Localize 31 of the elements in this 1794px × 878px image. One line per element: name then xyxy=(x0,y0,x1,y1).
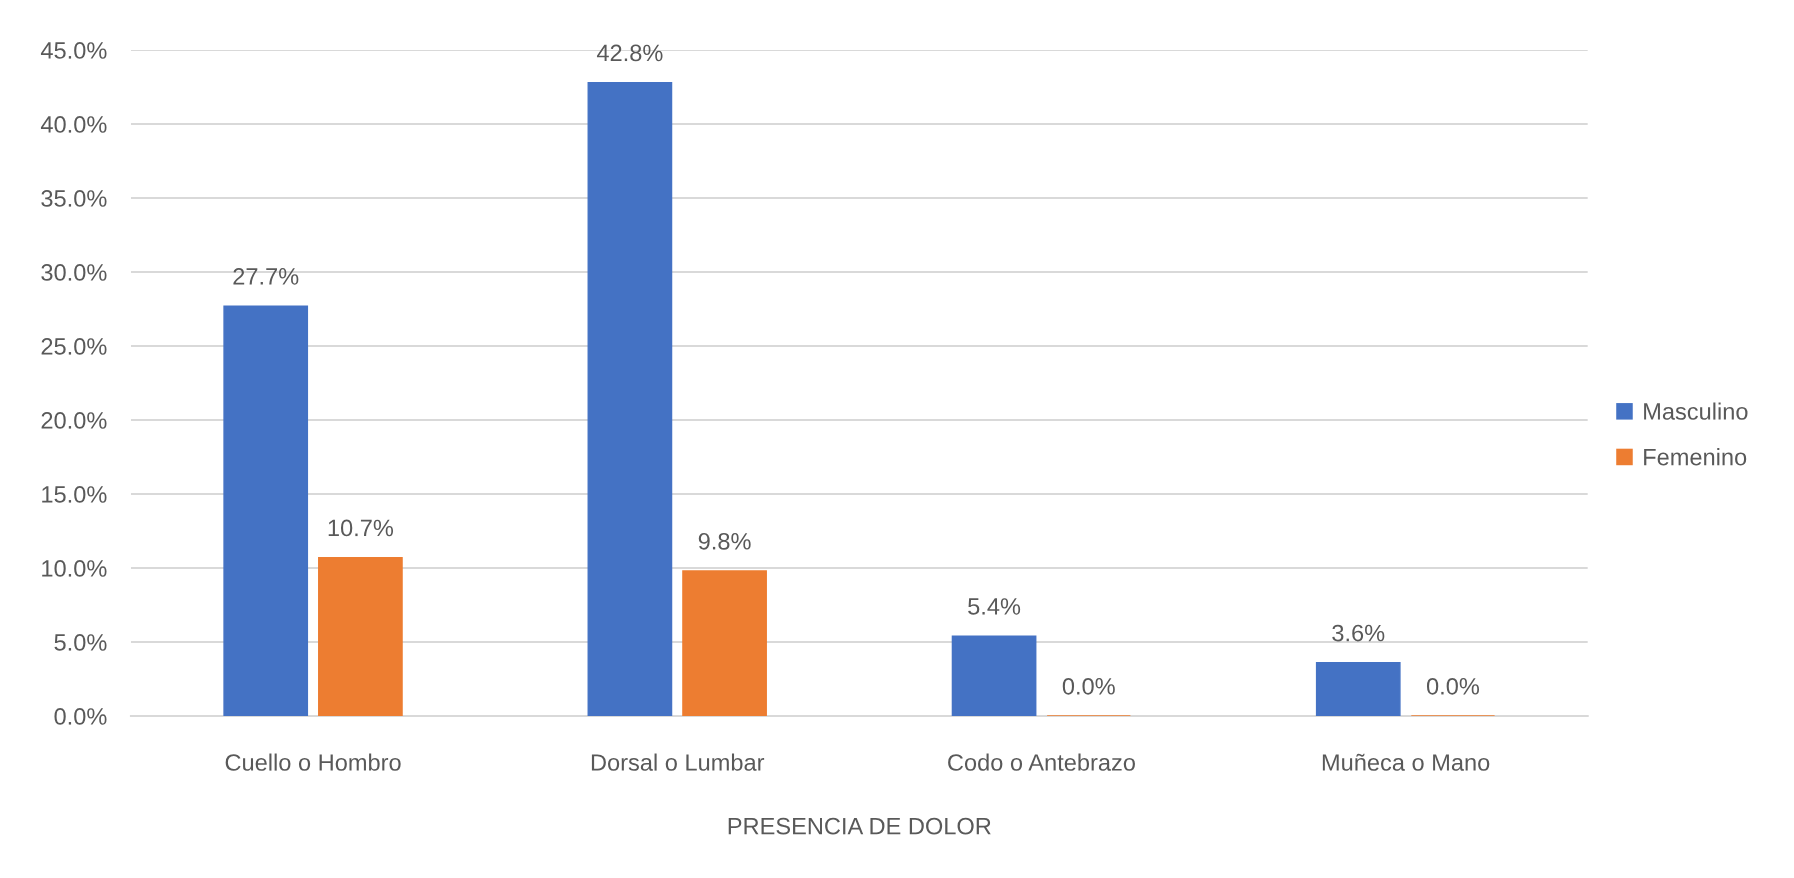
y-tick-label: 25.0% xyxy=(41,338,107,355)
bar xyxy=(1315,662,1401,717)
data-label: 42.8% xyxy=(596,44,663,62)
data-label: 9.8% xyxy=(698,532,751,550)
x-tick-label: Muñeca o Mano xyxy=(1322,753,1490,771)
x-axis-title: PRESENCIA DE DOLOR xyxy=(728,817,991,835)
data-label: 10.7% xyxy=(328,519,394,537)
y-tick-label: 40.0% xyxy=(40,116,107,133)
y-tick-label: 30.0% xyxy=(41,264,107,281)
y-tick-label: 35.0% xyxy=(41,190,107,207)
bar xyxy=(951,635,1037,717)
y-tick-label: 20.0% xyxy=(41,412,107,429)
y-tick-label: 45.0% xyxy=(40,42,107,59)
bar xyxy=(318,556,403,717)
legend-label: Masculino xyxy=(1644,402,1748,420)
legend-label: Femenino xyxy=(1644,448,1747,466)
y-tick-label: 0.0% xyxy=(54,708,107,725)
y-tick-label: 5.0% xyxy=(54,634,107,651)
bar xyxy=(682,570,767,717)
data-label: 3.6% xyxy=(1332,624,1385,642)
bar xyxy=(223,305,309,717)
x-tick-label: Dorsal o Lumbar xyxy=(591,753,765,771)
data-label: 0.0% xyxy=(1062,677,1115,695)
data-label: 27.7% xyxy=(233,268,299,285)
data-label: 5.4% xyxy=(968,598,1021,615)
y-tick-label: 10.0% xyxy=(42,560,107,577)
x-tick-label: Cuello o Hombro xyxy=(225,753,401,771)
x-tick-label: Codo o Antebrazo xyxy=(948,753,1135,771)
data-label: 0.0% xyxy=(1426,677,1480,695)
y-tick-label: 15.0% xyxy=(42,486,107,503)
bar xyxy=(587,81,673,717)
